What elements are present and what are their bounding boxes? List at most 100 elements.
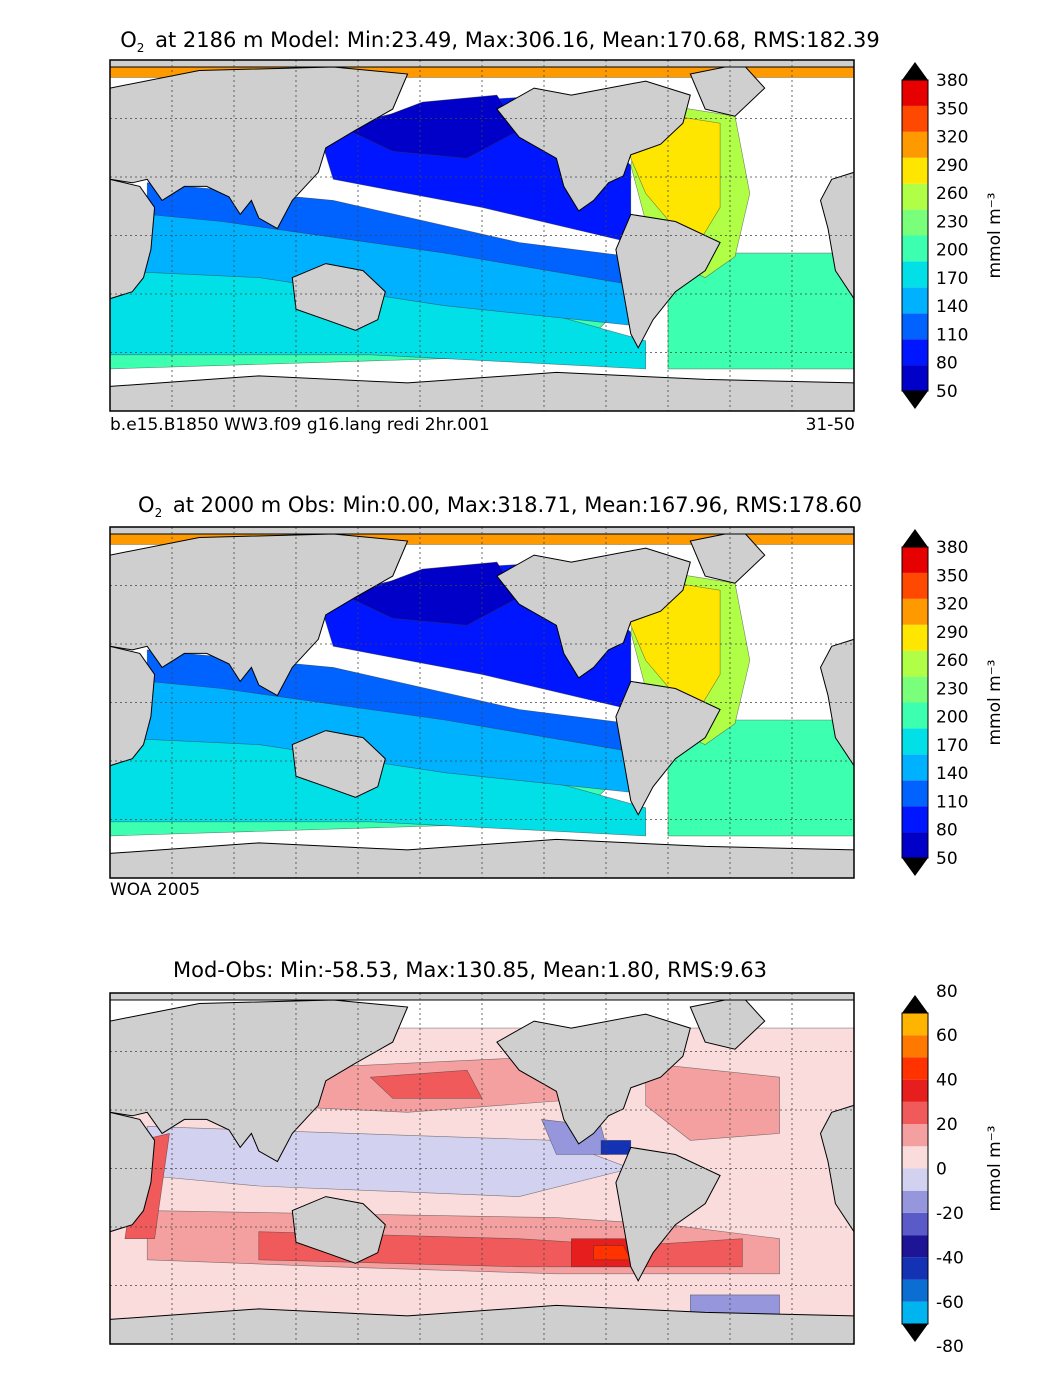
colorbar-segment [902,806,928,833]
colorbar-tick-label: 0 [936,1160,947,1180]
colorbar-2: 50 80 110 140 170 200 230 260 290 320 350 380 mmol m… [901,529,1005,876]
colorbar-tick-label: 140 [936,764,968,784]
panel1-case-label: b.e15.B1850 WW3.f09 g16.lang redi 2hr.00… [110,415,490,435]
colorbar-outline [901,1012,929,1325]
title-text: Mod-Obs: Min:-58.53, Max:130.85, Mean:1.… [173,958,767,982]
colorbar-segment [902,832,928,858]
panel2-title: O2 at 2000 m Obs: Min:0.00, Max:318.71, … [0,493,1000,520]
land-mass-4 [291,263,386,331]
colorbar-segment [902,1146,928,1169]
land-mass-5 [496,547,691,679]
land-mass-5 [496,1013,691,1145]
land-mass-1 [110,999,409,1163]
colorbar-segment [902,313,928,340]
colorbar-segment [902,598,928,625]
colorbar-units-label: mmol m⁻³ [985,1126,1005,1212]
colorbar-segment [902,339,928,366]
title-sub: 2 [154,506,163,520]
colorbar-segment [902,1279,928,1302]
land-mass-3 [819,171,854,300]
colorbar-tick-label: 80 [936,354,958,374]
colorbar-tick-label: 80 [936,821,958,841]
colorbar-segment [902,365,928,391]
colorbar-segment [902,183,928,210]
colorbar-tick-label: 200 [936,708,968,728]
map-panel-1 [110,60,854,411]
colorbar-tick-label: 230 [936,679,968,699]
colorbar-tick-label: 50 [936,382,958,402]
colorbar-segment [902,1301,928,1324]
colorbar-segment [902,702,928,729]
colorbar-units-label: mmol m⁻³ [985,193,1005,279]
colorbar-segment [902,754,928,781]
colorbar-outline [901,79,929,392]
land-mass-2 [110,1111,156,1233]
colorbar-segment [902,1079,928,1102]
colorbar-tick-label: 230 [936,212,968,232]
panel3-title: Mod-Obs: Min:-58.53, Max:130.85, Mean:1.… [0,958,970,982]
land-mass-3 [819,1104,854,1233]
colorbar-segment [902,1212,928,1236]
contour-band-10 [600,1140,632,1155]
panel2-source-label: WOA 2005 [110,880,201,900]
colorbar-segment [902,157,928,184]
colorbar-tick-label: 320 [936,128,968,148]
colorbar-tick-label: 260 [936,651,968,671]
colorbar-tick-label: 140 [936,297,968,317]
colorbar-tick-label: 260 [936,184,968,204]
colorbar-tick-label: 350 [936,566,968,586]
colorbar-segment [902,676,928,703]
land-mass-4 [291,1196,386,1264]
panel1-years-label: 31-50 [805,415,855,435]
colorbar-tick-label: -40 [936,1248,964,1268]
title-sub: 2 [136,41,145,55]
map-panel-2 [110,527,854,878]
colorbar-tick-label: -80 [936,1337,964,1357]
colorbar-tick-label: 20 [936,1115,958,1135]
colorbar-segment [902,261,928,288]
colorbar-segment [902,1168,928,1191]
colorbar-segment [902,1057,928,1080]
colorbar-tick-label: 380 [936,538,968,558]
colorbar-segment [902,80,928,106]
colorbar-segment [902,105,928,132]
map-frame-1 [109,59,855,412]
colorbar-tick-label: 50 [936,849,958,869]
colorbar-segment [902,1190,928,1213]
colorbar-segment [902,1013,928,1036]
colorbar-tick-label: 170 [936,269,968,289]
colorbar-segment [902,624,928,651]
contour-band-11 [645,1062,780,1141]
map-frame-2 [109,526,855,879]
colorbar-extend-bottom [902,858,928,876]
colorbar-segment [902,235,928,262]
title-o: O [138,493,155,517]
map-panel-3 [110,993,854,1344]
colorbar-segment [902,572,928,599]
colorbar-segment [902,728,928,755]
land-mass-2 [110,645,156,767]
colorbar-extend-top [902,995,928,1013]
land-mass-1 [110,533,409,697]
colorbar-units-label: mmol m⁻³ [985,660,1005,746]
title-text: at 2186 m Model: Min:23.49, Max:306.16, … [155,28,880,52]
colorbar-extend-top [902,62,928,80]
colorbar-tick-label: 110 [936,792,968,812]
colorbar-tick-label: 320 [936,595,968,615]
colorbar-outline [901,546,929,859]
colorbar-segment [902,547,928,573]
colorbar-segment [902,1124,928,1147]
colorbar-segment [902,1257,928,1280]
colorbar-segment [902,650,928,677]
land-mass-2 [110,178,156,300]
colorbar-extend-bottom [902,1324,928,1342]
colorbar-tick-label: -60 [936,1293,964,1313]
colorbar-1: 50 80 110 140 170 200 230 260 290 320 350 380 mmol m… [901,62,1005,409]
colorbar-tick-label: 350 [936,99,968,119]
colorbar-segment [902,1101,928,1125]
colorbar-tick-label: 110 [936,325,968,345]
land-mass-5 [496,80,691,212]
land-mass-1 [110,66,409,230]
colorbar-tick-label: 290 [936,156,968,176]
